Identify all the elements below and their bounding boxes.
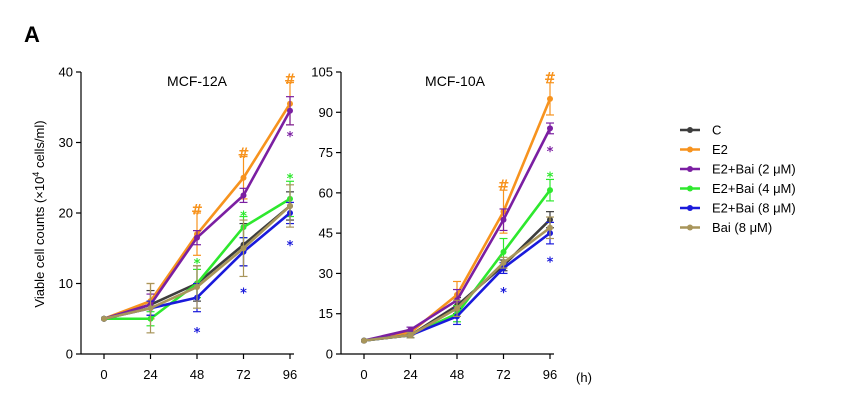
data-point: [240, 192, 247, 199]
y-tick-label: 45: [319, 226, 333, 241]
chart-mcf10a: MCF-10A 0 15 30 45 60 75 90 105 0 24 48 72 96 # # * * * *: [311, 65, 557, 383]
legend-item: C: [680, 123, 721, 138]
y-axis-label: Viable cell counts (×104 cells/ml): [31, 120, 47, 307]
data-point: [407, 332, 414, 339]
legend-item: E2+Bai (4 μM): [680, 181, 796, 196]
data-point: [361, 337, 367, 344]
data-point: [240, 174, 247, 181]
data-point: [147, 305, 154, 312]
data-point: [500, 248, 507, 255]
legend-label: E2+Bai (8 μM): [712, 201, 796, 216]
significance-star: *: [240, 210, 247, 225]
data-point: [547, 187, 553, 194]
x-tick-label: 72: [236, 367, 250, 382]
x-tick-label: 72: [496, 367, 510, 382]
x-tick-label: 48: [190, 367, 204, 382]
y-tick-label: 90: [319, 105, 333, 120]
legend: C E2 E2+Bai (2 μM) E2+Bai (4 μM) E2+Bai (8 μ…: [680, 123, 796, 235]
legend-item: E2+Bai (2 μM): [680, 162, 796, 177]
x-tick-label: 0: [360, 367, 367, 382]
significance-star: *: [194, 326, 201, 341]
data-point: [547, 95, 553, 102]
series-bai-8-m: [101, 184, 294, 334]
chart-mcf12a: MCF-12A 0 10 20 30 40 0 24 48 72 96 # # # * * * * * * *: [59, 65, 298, 383]
legend-item: E2: [680, 142, 728, 157]
significance-hash: #: [498, 178, 510, 194]
data-point: [500, 216, 507, 223]
legend-swatch-point: [687, 166, 693, 172]
x-tick-label: 0: [100, 367, 107, 382]
data-point: [500, 259, 507, 266]
significance-star: *: [547, 255, 554, 270]
y-tick-label: 15: [319, 306, 333, 321]
y-tick-label: 30: [59, 135, 73, 150]
data-point: [101, 315, 107, 322]
significance-star: *: [547, 145, 554, 160]
data-point: [407, 326, 414, 333]
y-tick-label: 0: [66, 347, 73, 362]
x-tick-label: 96: [283, 367, 297, 382]
legend-swatch-point: [687, 185, 693, 192]
y-tick-label: 30: [319, 266, 333, 281]
data-point: [287, 202, 293, 209]
chart-title: MCF-10A: [425, 73, 486, 89]
significance-hash: #: [544, 70, 556, 86]
data-point: [547, 125, 553, 132]
legend-item: Bai (8 μM): [680, 220, 772, 235]
panel-label: A: [24, 22, 40, 47]
data-point: [240, 245, 247, 252]
data-point: [194, 234, 200, 241]
legend-label: E2: [712, 142, 728, 157]
data-point: [454, 305, 460, 312]
y-tick-label: 10: [59, 276, 73, 291]
significance-star: *: [287, 130, 294, 145]
x-tick-label: 48: [450, 367, 464, 382]
x-axis-unit: (h): [576, 370, 592, 385]
legend-label: Bai (8 μM): [712, 220, 772, 235]
chart-title: MCF-12A: [167, 73, 228, 89]
legend-swatch-point: [687, 127, 693, 133]
y-tick-label: 40: [59, 65, 73, 80]
significance-hash: #: [191, 202, 203, 218]
significance-star: *: [240, 286, 247, 301]
legend-label: E2+Bai (2 μM): [712, 162, 796, 177]
series-bai-8-m: [361, 216, 554, 344]
significance-star: *: [547, 171, 554, 186]
legend-swatch-point: [687, 205, 693, 211]
significance-star: *: [287, 172, 294, 187]
data-point: [547, 224, 553, 231]
significance-star: *: [287, 239, 294, 254]
legend-label: C: [712, 123, 721, 138]
y-tick-label: 60: [319, 185, 333, 200]
y-tick-label: 20: [59, 206, 73, 221]
x-tick-label: 96: [543, 367, 557, 382]
x-tick-label: 24: [403, 367, 417, 382]
legend-item: E2+Bai (8 μM): [680, 201, 796, 216]
significance-star: *: [194, 257, 201, 272]
legend-swatch-point: [687, 224, 693, 231]
y-tick-label: 105: [311, 65, 333, 80]
y-tick-label: 75: [319, 145, 333, 160]
data-point: [194, 284, 200, 291]
significance-star: *: [500, 286, 507, 301]
significance-hash: #: [238, 146, 250, 162]
significance-hash: #: [284, 72, 296, 88]
data-point: [287, 107, 293, 114]
y-tick-label: 0: [326, 347, 333, 362]
legend-label: E2+Bai (4 μM): [712, 181, 796, 196]
legend-swatch-point: [687, 146, 693, 153]
x-tick-label: 24: [143, 367, 157, 382]
